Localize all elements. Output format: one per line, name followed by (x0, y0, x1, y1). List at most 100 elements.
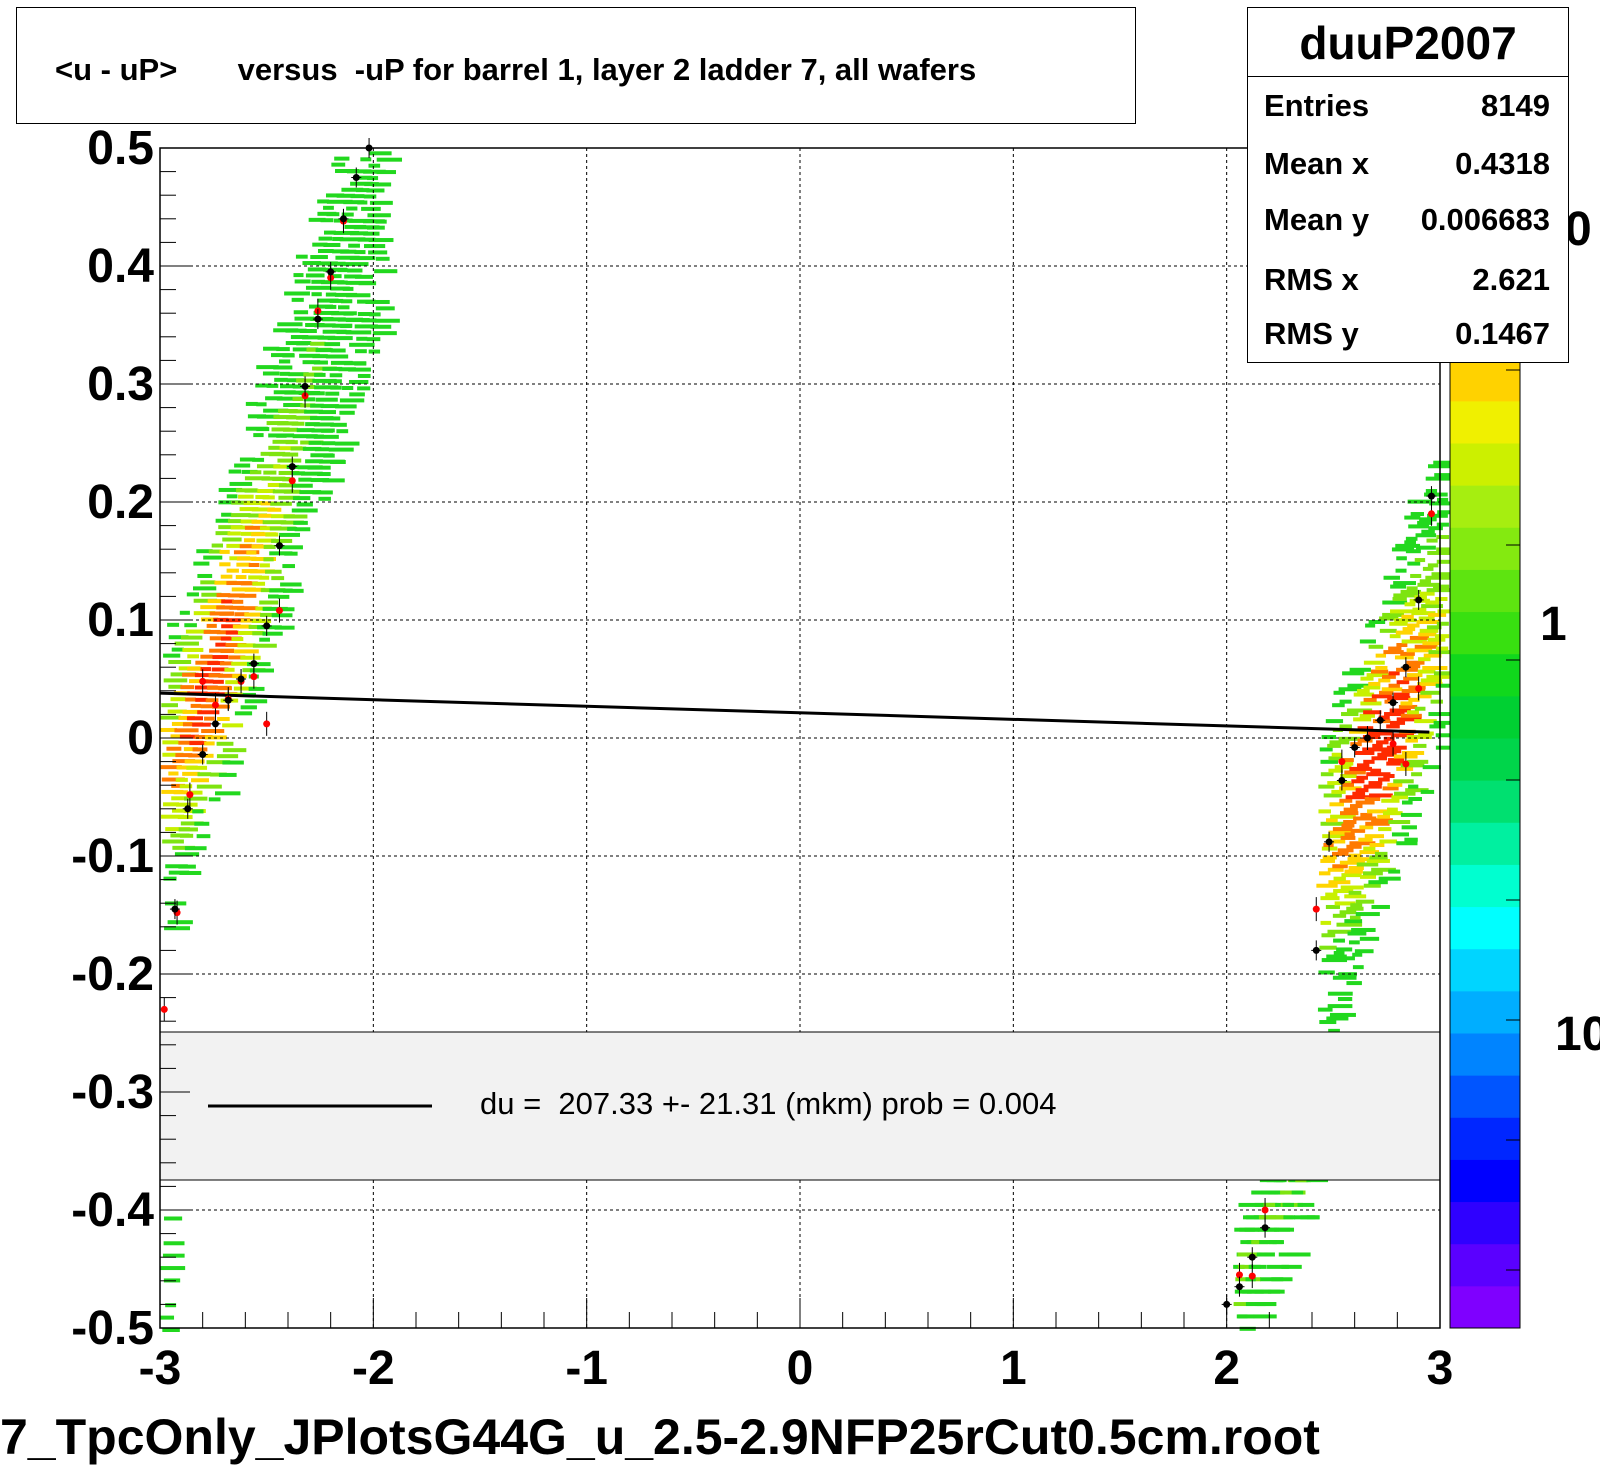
heatmap-cell (367, 225, 385, 230)
y-tick-label: 0.2 (87, 476, 154, 529)
heatmap-cell (1418, 731, 1434, 736)
heatmap-cell (251, 507, 275, 512)
fit-legend-text: du = 207.33 +- 21.31 (mkm) prob = 0.004 (480, 1086, 1057, 1121)
heatmap-cell (1246, 1289, 1261, 1294)
heatmap-cell (348, 218, 375, 223)
heatmap-cell (1360, 676, 1374, 681)
heatmap-cell (221, 512, 232, 517)
heatmap-cell (1281, 1264, 1302, 1269)
heatmap-cell (345, 330, 372, 335)
heatmap-cell (1350, 742, 1362, 747)
heatmap-cell (314, 447, 330, 452)
heatmap-cell (1394, 618, 1417, 623)
heatmap-cell (270, 514, 295, 519)
heatmap-cell (1327, 867, 1344, 872)
heatmap-cell (1348, 890, 1362, 895)
heatmap-cell (1422, 666, 1448, 671)
heatmap-cell (1433, 460, 1455, 465)
heatmap-cell (1353, 692, 1375, 697)
heatmap-cell (177, 815, 193, 820)
heatmap-cell (1433, 671, 1458, 676)
heatmap-cell (1327, 991, 1353, 996)
heatmap-cell (278, 359, 291, 364)
heatmap-cell (211, 543, 224, 548)
profile-point-black (237, 675, 245, 683)
heatmap-cell (1325, 818, 1338, 823)
heatmap-cell (313, 422, 334, 427)
heatmap-cell (1391, 547, 1415, 552)
heatmap-cell (1263, 1227, 1279, 1232)
heatmap-cell (375, 256, 390, 261)
heatmap-cell (252, 643, 277, 648)
heatmap-cell (272, 476, 291, 481)
heatmap-cell (369, 200, 393, 205)
heatmap-cell (1396, 556, 1407, 561)
heatmap-cell (196, 549, 213, 554)
heatmap-cell (277, 458, 302, 463)
heatmap-cell (274, 625, 295, 630)
heatmap-cell (1319, 747, 1333, 752)
heatmap-cell (231, 636, 244, 641)
heatmap-cell (1363, 871, 1383, 876)
heatmap-cell (244, 699, 268, 704)
heatmap-cell (276, 347, 290, 352)
heatmap-cell (1381, 749, 1402, 754)
heatmap-cell (1339, 699, 1352, 704)
heatmap-cell (285, 440, 298, 445)
heatmap-cell (356, 336, 368, 341)
heatmap-cell (320, 404, 339, 409)
heatmap-cell (1415, 533, 1437, 538)
profile-point-black (1351, 743, 1359, 751)
heatmap-cell (168, 660, 192, 665)
heatmap-cell (317, 249, 334, 254)
heatmap-cell (161, 777, 185, 782)
heatmap-cell (1338, 972, 1357, 977)
heatmap-cell (237, 643, 256, 648)
heatmap-cell (273, 415, 296, 420)
heatmap-cell (1263, 1202, 1279, 1207)
heatmap-cell (1394, 655, 1414, 660)
heatmap-cell (225, 680, 243, 685)
heatmap-cell (206, 760, 231, 765)
heatmap-cell (1339, 811, 1359, 816)
heatmap-cell (1341, 712, 1359, 717)
heatmap-cell (215, 531, 231, 536)
heatmap-cell (228, 655, 246, 660)
heatmap-cell (1418, 632, 1437, 637)
heatmap-cell (1436, 621, 1449, 626)
heatmap-cell (163, 653, 181, 658)
heatmap-cell (1417, 669, 1436, 674)
heatmap-cell (1382, 612, 1404, 617)
heatmap-cell (1404, 602, 1416, 607)
heatmap-cell (225, 630, 239, 635)
heatmap-cell (1378, 827, 1392, 832)
heatmap-cell (310, 478, 330, 483)
heatmap-cell (249, 470, 262, 475)
x-tick-label: -1 (565, 1342, 608, 1395)
heatmap-cell (348, 243, 360, 248)
heatmap-cell (1282, 1202, 1294, 1207)
heatmap-cell (1321, 933, 1336, 938)
profile-point-red (186, 791, 194, 799)
heatmap-cell (292, 471, 305, 476)
heatmap-cell (1365, 821, 1390, 826)
heatmap-cell (215, 642, 227, 647)
heatmap-cell (282, 564, 295, 569)
heatmap-cell (265, 532, 279, 537)
stat-value: 0.1467 (1455, 316, 1550, 351)
heatmap-cell (1327, 929, 1353, 934)
heatmap-cell (1428, 712, 1450, 717)
color-scale-cell (1450, 400, 1520, 444)
heatmap-cell (162, 1253, 185, 1258)
heatmap-cell (302, 261, 321, 266)
heatmap-cell (1306, 1215, 1320, 1220)
heatmap-cell (163, 678, 188, 683)
heatmap-cell (1366, 772, 1391, 777)
heatmap-cell (229, 481, 253, 486)
heatmap-cell (1274, 1190, 1286, 1195)
color-scale-cell (1450, 1243, 1520, 1287)
heatmap-cell (1337, 997, 1353, 1002)
heatmap-cell (1426, 588, 1451, 593)
heatmap-cell (1426, 625, 1442, 630)
